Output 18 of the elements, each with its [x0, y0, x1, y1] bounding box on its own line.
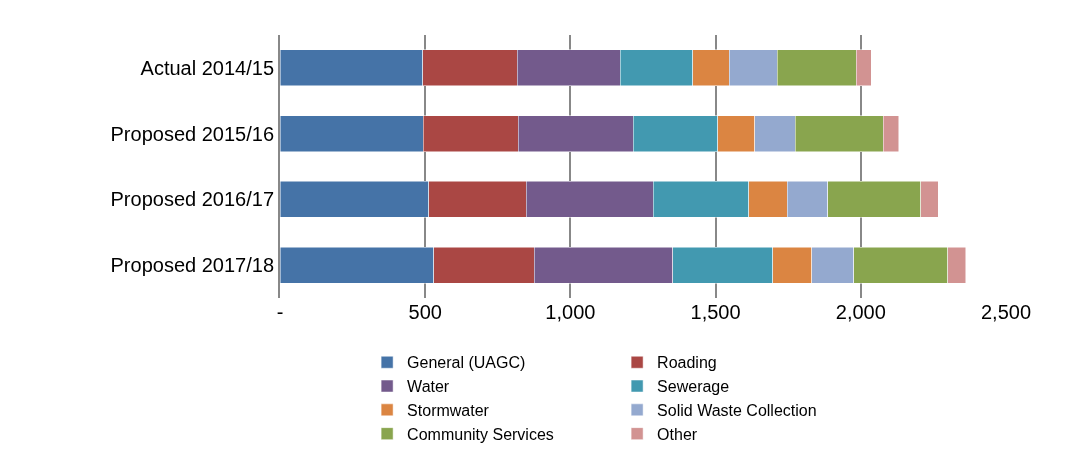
legend-label: Water	[407, 378, 450, 396]
legend-label: Solid Waste Collection	[657, 402, 817, 420]
y-tick-label: Proposed 2016/17	[110, 188, 274, 211]
legend-label: General (UAGC)	[407, 354, 526, 372]
x-tick-label: 2,000	[835, 301, 886, 323]
legend-label: Other	[657, 425, 698, 443]
legend-label: Sewerage	[657, 378, 730, 396]
x-tick-label: 1,500	[690, 301, 741, 323]
legend-label: Stormwater	[407, 402, 490, 420]
y-tick-label: Proposed 2017/18	[110, 254, 274, 277]
y-tick-label: Actual 2014/15	[140, 56, 274, 79]
legend-label: Roading	[657, 354, 717, 372]
y-tick-label: Proposed 2015/16	[110, 122, 274, 145]
x-tick-label: 1,000	[545, 301, 596, 323]
legend-label: Community Services	[407, 425, 554, 443]
x-tick-label: -	[276, 301, 284, 323]
x-tick-label: 2,500	[980, 301, 1032, 323]
x-tick-label: 500	[408, 301, 442, 323]
